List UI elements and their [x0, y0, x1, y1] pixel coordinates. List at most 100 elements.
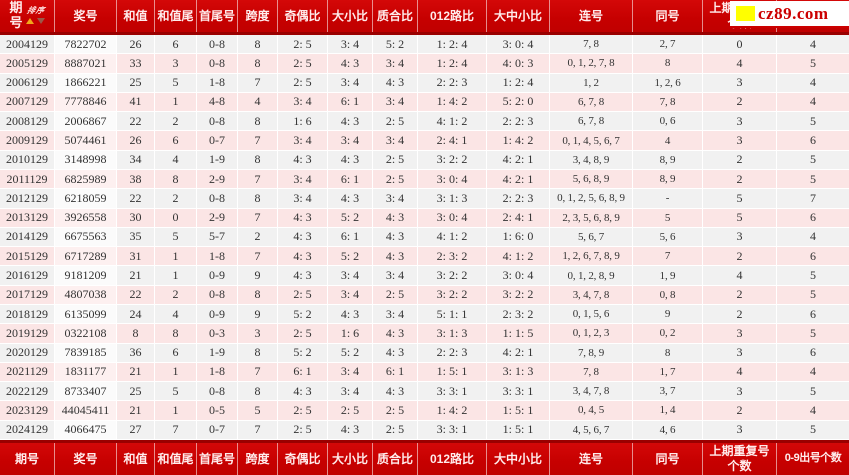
cell-prime-composite-ratio: 2: 5 [373, 285, 418, 305]
cell-odd-even-ratio: 4: 3 [278, 227, 328, 248]
cell-same-numbers: 2, 7 [633, 35, 703, 55]
sort-asc-icon[interactable] [26, 17, 35, 24]
column-header-first-last[interactable]: 首尾号 [197, 0, 238, 32]
cell-odd-even-ratio: 2: 5 [278, 54, 328, 74]
cell-sum: 25 [117, 73, 155, 93]
cell-consecutive-numbers: 2, 3, 5, 6, 8, 9 [550, 208, 633, 228]
cell-prime-composite-ratio: 2: 5 [373, 150, 418, 170]
cell-size-ratio: 5: 2 [328, 247, 373, 267]
cell-first-last: 1-8 [197, 73, 238, 93]
cell-prize-number: 1866221 [55, 73, 117, 93]
column-header-sum-tail[interactable]: 和值尾 [155, 0, 197, 32]
cell-sum-tail: 1 [155, 247, 197, 267]
cell-digits-0-9-count: 5 [777, 382, 849, 402]
cell-period: 2010129 [0, 150, 55, 170]
cell-same-numbers: 8, 9 [633, 169, 703, 190]
cell-digits-0-9-count: 6 [777, 304, 849, 325]
cell-first-last: 0-8 [197, 35, 238, 55]
cell-repeat-from-last-count: 3 [703, 343, 777, 363]
cell-digits-0-9-count: 6 [777, 131, 849, 151]
column-header-sum[interactable]: 和值 [117, 0, 155, 32]
cell-digits-0-9-count: 5 [777, 150, 849, 170]
cell-prize-number: 2006867 [55, 112, 117, 132]
table-body: 2004129 7822702 26 6 0-8 8 2: 5 3: 4 5: 2 1: 2: 4… [0, 35, 849, 440]
cell-big-mid-small-ratio: 3: 0: 4 [487, 266, 550, 286]
cell-same-numbers: 1, 4 [633, 401, 703, 421]
cell-repeat-from-last-count: 2 [703, 92, 777, 113]
cell-size-ratio: 6: 1 [328, 227, 373, 248]
cell-first-last: 1-8 [197, 362, 238, 383]
table-row: 2022129 8733407 25 5 0-8 8 4: 3 3: 4 4: 3 3: 3: 1… [0, 382, 849, 402]
cell-odd-even-ratio: 5: 2 [278, 343, 328, 363]
column-header-span[interactable]: 跨度 [238, 0, 278, 32]
site-logo[interactable]: cz89.com [730, 1, 849, 28]
cell-road012-ratio: 3: 3: 1 [418, 420, 487, 440]
cell-span: 2 [238, 227, 278, 248]
cell-sum: 33 [117, 54, 155, 74]
cell-sum: 22 [117, 285, 155, 305]
cell-sum-tail: 5 [155, 73, 197, 93]
column-header-same-numbers[interactable]: 同号 [633, 0, 703, 32]
cell-odd-even-ratio: 2: 5 [278, 35, 328, 55]
cell-prize-number: 6717289 [55, 247, 117, 267]
column-header-prize-number[interactable]: 奖号 [55, 0, 117, 32]
cell-size-ratio: 3: 4 [328, 35, 373, 55]
cell-sum-tail: 4 [155, 150, 197, 170]
cell-digits-0-9-count: 5 [777, 266, 849, 286]
cell-prime-composite-ratio: 4: 3 [373, 73, 418, 93]
cell-big-mid-small-ratio: 1: 1: 5 [487, 324, 550, 344]
column-header-big-mid-small-ratio[interactable]: 大中小比 [487, 0, 550, 32]
sort-control[interactable]: 排序 [26, 6, 46, 24]
column-header-consecutive-numbers[interactable]: 连号 [550, 0, 633, 32]
column-header-size-ratio[interactable]: 大小比 [328, 0, 373, 32]
cell-big-mid-small-ratio: 5: 2: 0 [487, 92, 550, 113]
cell-sum: 27 [117, 420, 155, 440]
cell-odd-even-ratio: 2: 5 [278, 420, 328, 440]
cell-road012-ratio: 1: 4: 2 [418, 92, 487, 113]
cell-span: 8 [238, 285, 278, 305]
cell-repeat-from-last-count: 2 [703, 247, 777, 267]
cell-prime-composite-ratio: 2: 5 [373, 112, 418, 132]
cell-sum-tail: 8 [155, 324, 197, 344]
cell-big-mid-small-ratio: 3: 0: 4 [487, 35, 550, 55]
cell-repeat-from-last-count: 3 [703, 73, 777, 93]
cell-period: 2017129 [0, 285, 55, 305]
cell-odd-even-ratio: 4: 3 [278, 208, 328, 228]
cell-consecutive-numbers: 1, 2, 6, 7, 8, 9 [550, 247, 633, 267]
column-header-odd-even-ratio[interactable]: 奇偶比 [278, 0, 328, 32]
cell-repeat-from-last-count: 2 [703, 401, 777, 421]
cell-same-numbers: - [633, 189, 703, 209]
cell-same-numbers: 0, 6 [633, 112, 703, 132]
column-header-period[interactable]: 期号 排序 [0, 0, 55, 32]
cell-consecutive-numbers: 7, 8, 9 [550, 343, 633, 363]
sort-desc-icon[interactable] [37, 17, 46, 24]
cell-size-ratio: 4: 3 [328, 150, 373, 170]
cell-road012-ratio: 5: 1: 1 [418, 304, 487, 325]
footer-column-header-span: 跨度 [238, 443, 278, 475]
cell-size-ratio: 3: 4 [328, 73, 373, 93]
cell-sum-tail: 1 [155, 92, 197, 113]
cell-digits-0-9-count: 7 [777, 189, 849, 209]
cell-big-mid-small-ratio: 4: 2: 1 [487, 169, 550, 190]
cell-consecutive-numbers: 3, 4, 7, 8 [550, 285, 633, 305]
cell-span: 8 [238, 343, 278, 363]
cell-repeat-from-last-count: 4 [703, 266, 777, 286]
cell-repeat-from-last-count: 2 [703, 169, 777, 190]
cell-big-mid-small-ratio: 2: 3: 2 [487, 304, 550, 325]
cell-prize-number: 4066475 [55, 420, 117, 440]
cell-size-ratio: 4: 3 [328, 112, 373, 132]
footer-column-header-same-numbers: 同号 [633, 443, 703, 475]
column-header-prime-composite-ratio[interactable]: 质合比 [373, 0, 418, 32]
cell-sum-tail: 5 [155, 227, 197, 248]
logo-text: cz89.com [758, 3, 829, 23]
cell-size-ratio: 4: 3 [328, 304, 373, 325]
cell-prize-number: 3926558 [55, 208, 117, 228]
cell-consecutive-numbers: 0, 1, 2, 7, 8 [550, 54, 633, 74]
cell-prime-composite-ratio: 3: 4 [373, 189, 418, 209]
cell-period: 2006129 [0, 73, 55, 93]
cell-digits-0-9-count: 5 [777, 285, 849, 305]
column-header-road012-ratio[interactable]: 012路比 [418, 0, 487, 32]
logo-square-icon [736, 6, 755, 21]
cell-prime-composite-ratio: 4: 3 [373, 343, 418, 363]
cell-sum: 35 [117, 227, 155, 248]
